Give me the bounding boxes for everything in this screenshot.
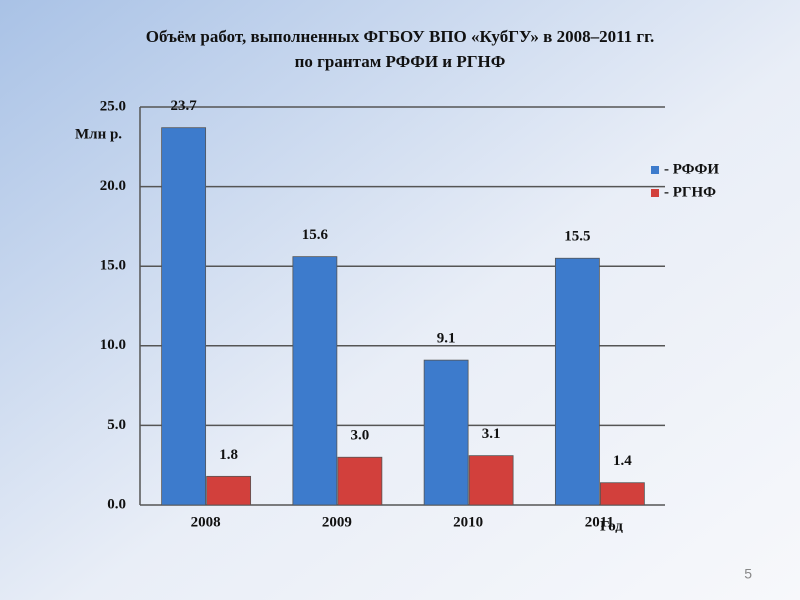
value-label: 15.6 (302, 227, 329, 243)
legend-label: - РГНФ (664, 184, 716, 200)
bar (554, 257, 600, 506)
value-label: 1.8 (219, 447, 238, 463)
y-tick-label: 10.0 (100, 337, 126, 353)
value-label: 23.7 (171, 98, 198, 114)
legend-label: - РФФИ (664, 161, 719, 177)
y-axis-label: Млн р. (75, 126, 122, 142)
x-tick-label: 2010 (453, 514, 483, 530)
value-label: 9.1 (437, 331, 456, 347)
bar (206, 475, 252, 506)
y-tick-label: 0.0 (107, 496, 126, 512)
value-label: 1.4 (613, 453, 632, 469)
bar (337, 456, 383, 506)
value-label: 15.5 (564, 229, 590, 245)
bar (292, 256, 338, 506)
value-label: 3.0 (351, 428, 370, 444)
chart-title: Объём работ, выполненных ФГБОУ ВПО «КубГ… (146, 27, 654, 46)
legend-swatch (651, 189, 659, 197)
y-tick-label: 20.0 (100, 178, 126, 194)
bar (161, 127, 207, 506)
x-tick-label: 2009 (322, 514, 352, 530)
bar (423, 359, 469, 506)
slide-number: 5 (744, 566, 752, 582)
bar (468, 455, 514, 506)
y-tick-label: 5.0 (107, 417, 126, 433)
x-tick-label: 2011 (585, 514, 614, 530)
x-tick-label: 2008 (191, 514, 221, 530)
chart-title: по грантам РФФИ и РГНФ (295, 52, 506, 71)
value-label: 3.1 (482, 426, 501, 442)
x-axis-label: Год (600, 518, 623, 534)
bar (599, 482, 645, 506)
y-tick-label: 15.0 (100, 258, 126, 274)
y-tick-label: 25.0 (100, 98, 126, 114)
legend-swatch (651, 166, 659, 174)
